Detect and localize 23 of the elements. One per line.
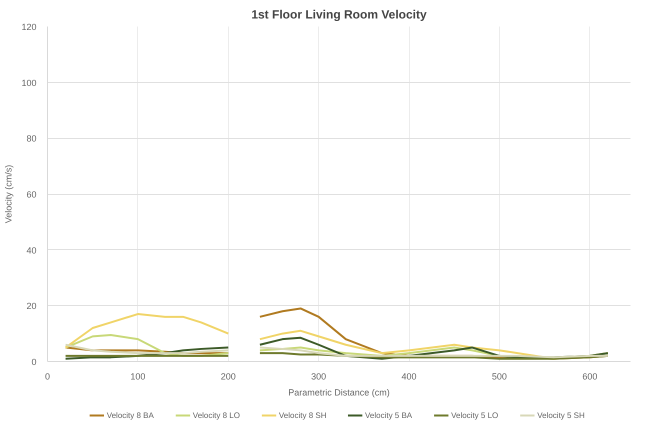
x-tick-label: 500	[492, 372, 507, 382]
legend-label: Velocity 5 SH	[537, 411, 586, 420]
y-axis-title: Velocity (cm/s)	[3, 164, 14, 224]
y-tick-label: 20	[26, 301, 37, 312]
y-tick-label: 80	[26, 134, 37, 144]
legend-label: Velocity 5 BA	[365, 411, 413, 420]
x-tick-label: 0	[44, 372, 50, 382]
x-tick-label: 600	[582, 372, 598, 382]
x-tick-label: 100	[130, 372, 146, 382]
x-axis-title: Parametric Distance (cm)	[288, 388, 390, 398]
chart-title: 1st Floor Living Room Velocity	[251, 8, 428, 22]
legend-label: Velocity 8 LO	[192, 411, 240, 420]
x-tick-label: 200	[220, 372, 236, 382]
x-tick-label: 300	[311, 372, 326, 382]
y-tick-label: 100	[21, 78, 37, 88]
legend-label: Velocity 5 LO	[451, 411, 498, 420]
legend-label: Velocity 8 SH	[278, 411, 327, 420]
legend-label: Velocity 8 BA	[106, 411, 154, 420]
y-tick-label: 0	[31, 357, 37, 367]
y-tick-label: 60	[26, 190, 37, 200]
y-tick-label: 120	[21, 22, 37, 32]
x-tick-label: 400	[402, 372, 417, 382]
y-tick-label: 40	[26, 245, 37, 256]
